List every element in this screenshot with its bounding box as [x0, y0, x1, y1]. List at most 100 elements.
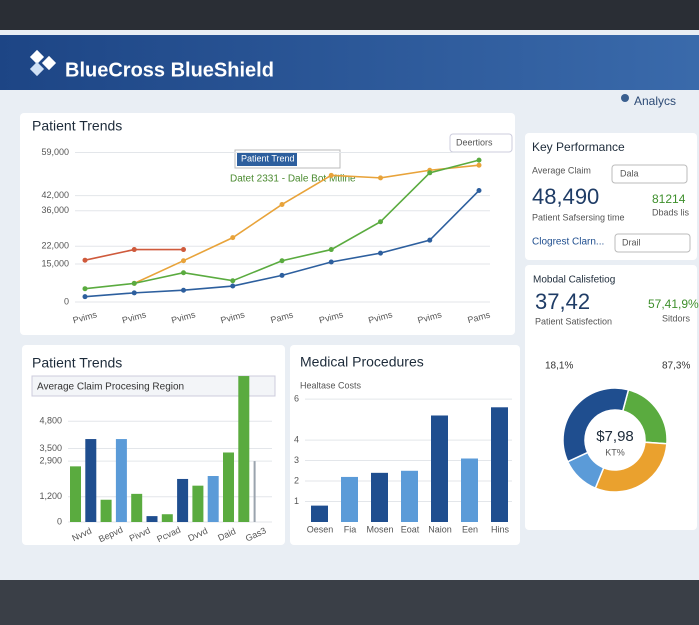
button[interactable] — [449, 133, 513, 153]
dropdown[interactable] — [614, 233, 691, 253]
point — [131, 247, 137, 253]
point — [82, 286, 88, 292]
point — [328, 259, 334, 265]
filter[interactable] — [31, 375, 276, 397]
point — [378, 175, 383, 181]
point — [181, 247, 186, 253]
point — [427, 237, 433, 243]
x-tick-label: Hins — [491, 524, 510, 534]
point — [131, 280, 137, 286]
y-tick-label: 15,000 — [41, 258, 69, 268]
bar — [70, 466, 81, 522]
bar — [131, 493, 143, 522]
x-tick-label: Mosen — [366, 524, 393, 534]
bar — [192, 485, 204, 522]
dropdown-label[interactable]: Drail — [622, 237, 641, 247]
point — [476, 162, 482, 168]
link[interactable]: Clogrest Clarn... — [532, 237, 604, 248]
point — [82, 257, 88, 263]
bar — [223, 452, 234, 522]
donut-sub: KT% — [605, 447, 625, 457]
panel-title: Key Performance — [532, 140, 625, 154]
brand: BlueCross BlueShield — [65, 59, 274, 81]
bar — [100, 499, 112, 522]
point — [328, 172, 334, 178]
bar — [161, 514, 173, 522]
kpi-change: 81214 — [652, 192, 686, 206]
kpi-value: 48,490 — [532, 184, 599, 209]
kpi-label: Average Claim — [532, 165, 591, 175]
bar — [207, 476, 219, 522]
bar — [146, 516, 158, 522]
point — [476, 188, 482, 194]
dropdown[interactable] — [611, 164, 688, 184]
point — [131, 290, 137, 296]
bar — [311, 505, 328, 522]
point — [378, 250, 383, 256]
y-tick-label: 4,800 — [39, 416, 62, 426]
point — [230, 278, 236, 284]
button-label[interactable]: Deertiors — [456, 137, 493, 147]
point — [279, 272, 285, 278]
y-tick-label: 3,500 — [39, 443, 62, 453]
line-series — [133, 164, 480, 285]
panel-title: Mobdal Calisfetiog — [533, 275, 615, 286]
x-tick-label: Naion — [428, 524, 452, 534]
donut-center: $7,98 — [596, 428, 634, 445]
bar — [491, 407, 508, 522]
bar — [85, 439, 97, 522]
dropdown-label[interactable]: Dala — [620, 168, 639, 178]
point — [279, 258, 285, 264]
panel-subtitle: Healtase Costs — [300, 380, 362, 390]
y-tick-label: 0 — [57, 516, 62, 526]
panel-title: Patient Trends — [32, 355, 122, 371]
kpi-note: Dbads lis — [652, 207, 690, 217]
kpi-caption: Patient Safsersing time — [532, 212, 625, 222]
donut-segment — [562, 387, 630, 463]
bar — [177, 478, 189, 522]
donut-label: 18,1% — [545, 361, 573, 372]
point — [181, 270, 186, 276]
tooltip-title: Patient Trend — [241, 153, 295, 163]
bar — [431, 415, 448, 522]
sat-note: Sitdors — [662, 313, 691, 323]
y-tick-label: 1 — [294, 496, 299, 506]
filter-label[interactable]: Average Claim Procesing Region — [37, 382, 184, 393]
y-tick-label: 42,000 — [41, 190, 69, 200]
y-tick-label: 36,000 — [41, 205, 69, 215]
point — [181, 258, 186, 264]
panel-title: Patient Trends — [32, 118, 122, 134]
y-tick-label: 3 — [294, 455, 299, 465]
sat-change: 57,41,9% — [648, 297, 699, 311]
panel-title: Medical Procedures — [300, 354, 424, 370]
bar — [461, 458, 478, 522]
user-name[interactable]: Analycs — [634, 94, 676, 108]
y-tick-label: 59,000 — [41, 147, 69, 157]
bar — [115, 439, 127, 522]
bar — [371, 472, 388, 522]
x-tick-label: Oesen — [307, 524, 334, 534]
donut-label: 87,3% — [662, 361, 690, 372]
x-tick-label: Fia — [344, 524, 357, 534]
y-tick-label: 4 — [294, 434, 299, 444]
y-tick-label: 22,000 — [41, 241, 69, 251]
y-tick-label: 2,900 — [39, 455, 62, 465]
point — [181, 287, 186, 293]
bar — [253, 461, 256, 522]
y-tick-label: 6 — [294, 393, 299, 403]
x-tick-label: Een — [462, 524, 478, 534]
point — [230, 283, 236, 289]
sat-caption: Patient Satisfection — [535, 316, 612, 326]
monitor-base — [0, 580, 699, 625]
point — [230, 235, 236, 241]
x-tick-label: Eoat — [401, 524, 420, 534]
point — [279, 201, 285, 207]
header-bar — [0, 35, 699, 90]
point — [82, 294, 88, 300]
y-tick-label: 2 — [294, 475, 299, 485]
point — [328, 247, 334, 253]
user-icon[interactable] — [621, 94, 629, 102]
bar — [401, 470, 418, 522]
y-tick-label: 0 — [64, 296, 69, 306]
